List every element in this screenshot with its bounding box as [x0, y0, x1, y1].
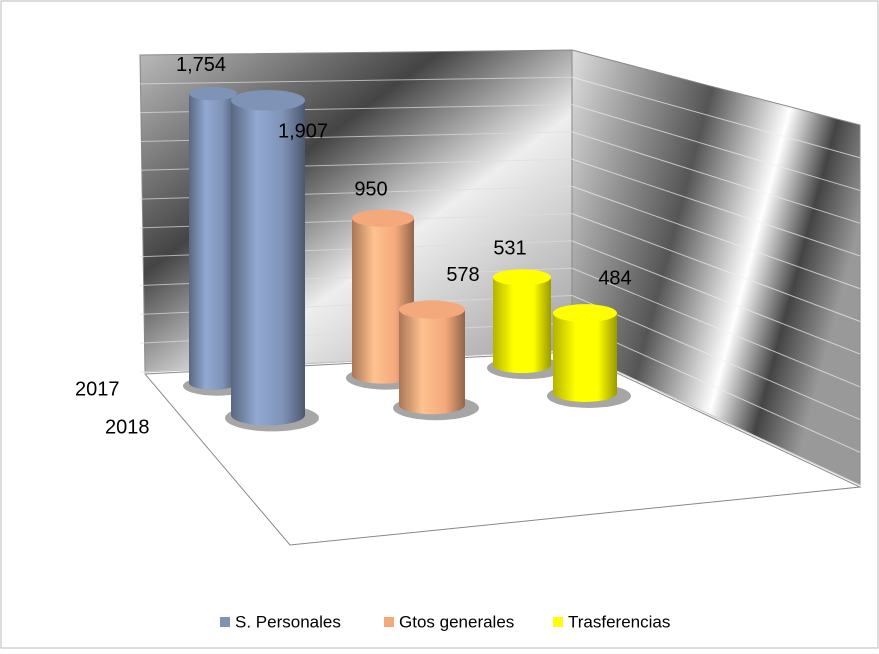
wall-line: [571, 240, 861, 355]
wall-line: [571, 294, 861, 421]
legend-label: Gtos generales: [399, 612, 514, 631]
wall-line: [571, 76, 861, 159]
wall-line: [571, 104, 861, 191]
wall-line: [571, 185, 861, 290]
data-label: 484: [598, 267, 631, 289]
bar: [231, 100, 305, 426]
data-label: 1,907: [278, 121, 328, 143]
bar-top: [399, 300, 465, 319]
wall-line: [571, 267, 861, 388]
category-label: 2017: [75, 378, 120, 400]
bar: [352, 218, 414, 384]
bar-top: [493, 269, 551, 286]
legend-label: Trasferencias: [568, 612, 670, 631]
wall-line: [571, 349, 861, 486]
legend-swatch: [384, 617, 394, 627]
bars: [183, 86, 631, 432]
legend-swatch: [220, 617, 230, 627]
wall-line: [139, 76, 573, 85]
bar: [553, 313, 617, 402]
legend-label: S. Personales: [235, 612, 341, 631]
data-label: 531: [493, 238, 526, 260]
wall-line: [571, 158, 861, 257]
bar-top: [231, 89, 305, 111]
data-label: 1,754: [176, 54, 226, 76]
legend-swatch: [553, 617, 563, 627]
bar: [493, 277, 551, 374]
data-label: 950: [354, 179, 387, 201]
wall-line: [571, 213, 861, 322]
category-label: 2018: [105, 416, 150, 438]
bar: [189, 93, 237, 390]
legend: S. Personales Gtos generales Trasferencias: [220, 612, 670, 631]
bar-top: [553, 304, 617, 323]
data-label: 578: [446, 264, 479, 286]
bar-top: [352, 209, 414, 227]
wall-line: [571, 322, 861, 453]
wall-line: [571, 131, 861, 224]
bar-top: [189, 86, 237, 101]
bar: [399, 309, 465, 415]
